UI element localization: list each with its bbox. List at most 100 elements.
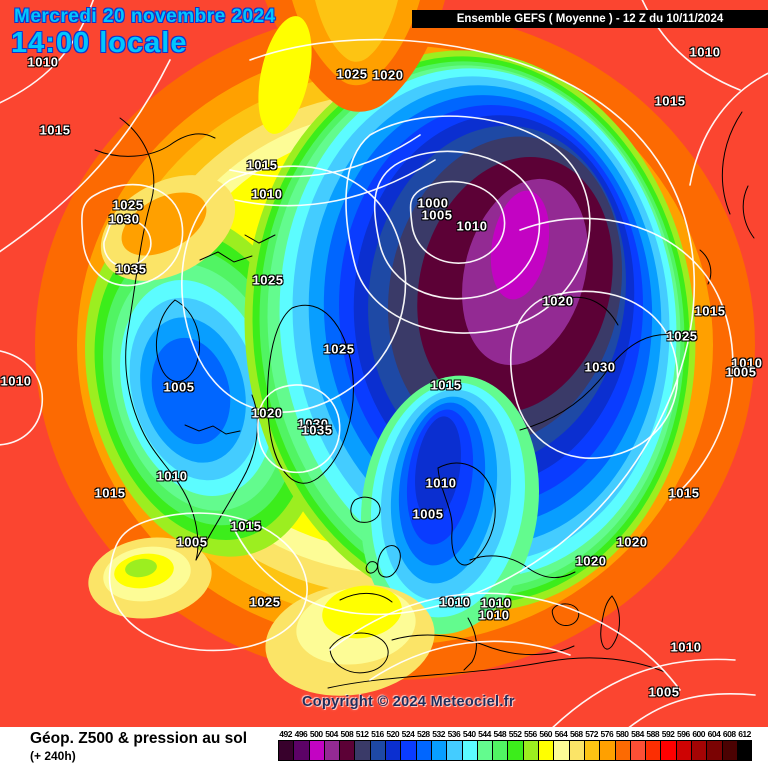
date-text: Mercredi 20 novembre 2024 — [14, 6, 276, 27]
colorbar-tick: 500 — [309, 729, 323, 739]
colorbar-tick: 492 — [279, 729, 292, 739]
pressure-label: 1010 — [689, 44, 721, 60]
pressure-label: 1015 — [654, 93, 686, 109]
pressure-label: 1025 — [252, 272, 284, 288]
colorbar-swatch — [614, 740, 630, 761]
pressure-label: 1015 — [230, 518, 262, 534]
local-time-text: 14:00 locale — [11, 27, 188, 59]
legend-title: Géop. Z500 & pression au sol — [30, 730, 248, 747]
pressure-label: 1000 — [417, 195, 449, 211]
colorbar-tick: 588 — [646, 729, 660, 739]
pressure-label: 1010 — [156, 468, 188, 484]
pressure-label: 1015 — [668, 485, 700, 501]
colorbar-tick: 496 — [294, 729, 308, 739]
colorbar-swatch — [583, 740, 600, 761]
colorbar-swatch — [645, 740, 661, 761]
pressure-label: 1005 — [648, 684, 680, 700]
colorbar-cell: 592 — [660, 729, 676, 761]
copyright-text: Copyright © 2024 Meteociel.fr — [302, 694, 515, 710]
colorbar-cell: 520 — [385, 729, 401, 761]
colorbar-swatch — [599, 740, 615, 761]
colorbar-cell: 604 — [706, 729, 722, 761]
colorbar-tick: 572 — [585, 729, 598, 739]
colorbar: 492 496 500 504 508 512 516 520 524 528 532 536 540 5… — [278, 729, 753, 761]
isobars — [0, 0, 768, 727]
colorbar-cell: 528 — [415, 729, 431, 761]
pressure-label: 1010 — [439, 594, 471, 610]
colorbar-cell: 532 — [430, 729, 447, 761]
colorbar-swatch — [293, 740, 309, 761]
colorbar-tick: 512 — [355, 729, 369, 739]
colorbar-cell: 548 — [492, 729, 508, 761]
colorbar-tick: 536 — [447, 729, 461, 739]
pressure-label: 1005 — [176, 534, 208, 550]
colorbar-cell: 504 — [323, 729, 340, 761]
colorbar-tick: 580 — [615, 729, 629, 739]
pressure-label: 1035 — [301, 422, 333, 438]
colorbar-swatch — [415, 740, 431, 761]
colorbar-tick: 584 — [631, 729, 644, 739]
pressure-label: 1020 — [251, 405, 283, 421]
pressure-label: 1015 — [430, 377, 462, 393]
colorbar-cell: 544 — [476, 729, 493, 761]
colorbar-cell: 576 — [599, 729, 615, 761]
colorbar-tick: 596 — [677, 729, 690, 739]
pressure-label: 1025 — [666, 328, 698, 344]
colorbar-cell: 588 — [645, 729, 661, 761]
colorbar-swatch — [568, 740, 584, 761]
pressure-label: 1030 — [297, 416, 329, 432]
colorbar-swatch — [323, 740, 340, 761]
pressure-label: 1015 — [246, 157, 278, 173]
colorbar-tick: 544 — [478, 729, 491, 739]
colorbar-swatch — [675, 740, 692, 761]
colorbar-swatch — [706, 740, 722, 761]
colorbar-swatch — [553, 740, 569, 761]
colorbar-swatch — [629, 740, 646, 761]
pressure-label: 1025 — [323, 341, 355, 357]
pressure-label: 1010 — [425, 475, 457, 491]
colorbar-tick: 520 — [386, 729, 400, 739]
pressure-label: 1025 — [336, 66, 368, 82]
colorbar-tick: 528 — [416, 729, 430, 739]
map-graphic — [0, 0, 768, 727]
colorbar-tick: 540 — [462, 729, 476, 739]
colorbar-tick: 504 — [325, 729, 338, 739]
colorbar-swatch — [339, 740, 355, 761]
colorbar-cell: 584 — [629, 729, 646, 761]
colorbar-swatch — [522, 740, 539, 761]
z500-europe-trough — [360, 375, 540, 635]
colorbar-swatch — [308, 740, 324, 761]
colorbar-cell: 492 — [278, 729, 294, 761]
colorbar-swatch — [369, 740, 386, 761]
colorbar-cell: 568 — [568, 729, 584, 761]
colorbar-tick: 532 — [432, 729, 445, 739]
pressure-label: 1015 — [39, 122, 71, 138]
pressure-label: 1025 — [112, 197, 144, 213]
colorbar-swatch — [476, 740, 493, 761]
colorbar-tick: 552 — [508, 729, 522, 739]
colorbar-cell: 500 — [308, 729, 324, 761]
pressure-label: 1030 — [108, 211, 140, 227]
colorbar-swatch — [354, 740, 370, 761]
colorbar-swatch — [721, 740, 737, 761]
colorbar-tick: 576 — [600, 729, 614, 739]
pressure-label: 1010 — [731, 355, 763, 371]
pressure-label: 1005 — [412, 506, 444, 522]
pressure-label: 1035 — [115, 261, 147, 277]
colorbar-swatch — [385, 740, 401, 761]
colorbar-swatch — [278, 740, 294, 761]
colorbar-swatch — [430, 740, 447, 761]
colorbar-tick: 516 — [371, 729, 384, 739]
colorbar-cell: 612 — [736, 729, 753, 761]
colorbar-tick: 560 — [539, 729, 553, 739]
colorbar-swatch — [691, 740, 707, 761]
pressure-label: 1010 — [478, 607, 510, 623]
colorbar-tick: 564 — [554, 729, 568, 739]
colorbar-cell: 608 — [721, 729, 737, 761]
legend-bar: Géop. Z500 & pression au sol (+ 240h) 49… — [0, 727, 768, 768]
pressure-label: 1010 — [251, 186, 283, 202]
colorbar-swatch — [660, 740, 676, 761]
colorbar-swatch — [400, 740, 416, 761]
pressure-label: 1020 — [372, 67, 404, 83]
